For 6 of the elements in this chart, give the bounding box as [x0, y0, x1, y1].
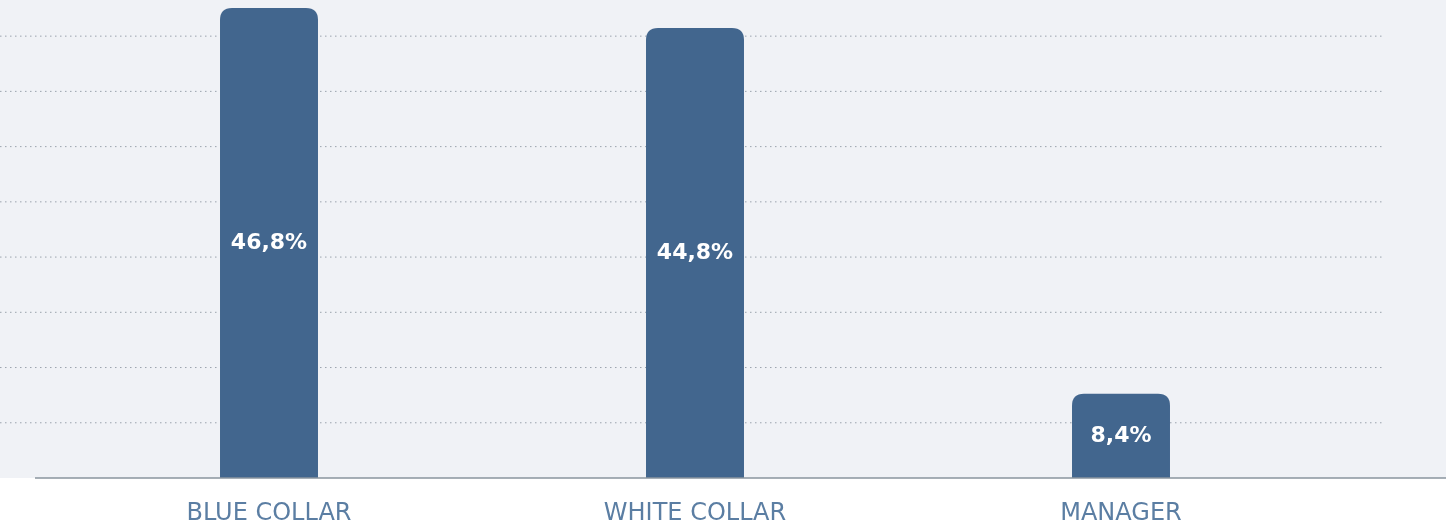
x-tick-label: WHITE COLLAR: [603, 498, 787, 526]
data-label: 46,8%: [230, 229, 308, 255]
x-tick-label: BLUE COLLAR: [186, 498, 352, 526]
data-label: 44,8%: [656, 239, 734, 265]
x-tick-label: MANAGER: [1060, 498, 1182, 526]
data-label: 8,4%: [1090, 421, 1152, 447]
